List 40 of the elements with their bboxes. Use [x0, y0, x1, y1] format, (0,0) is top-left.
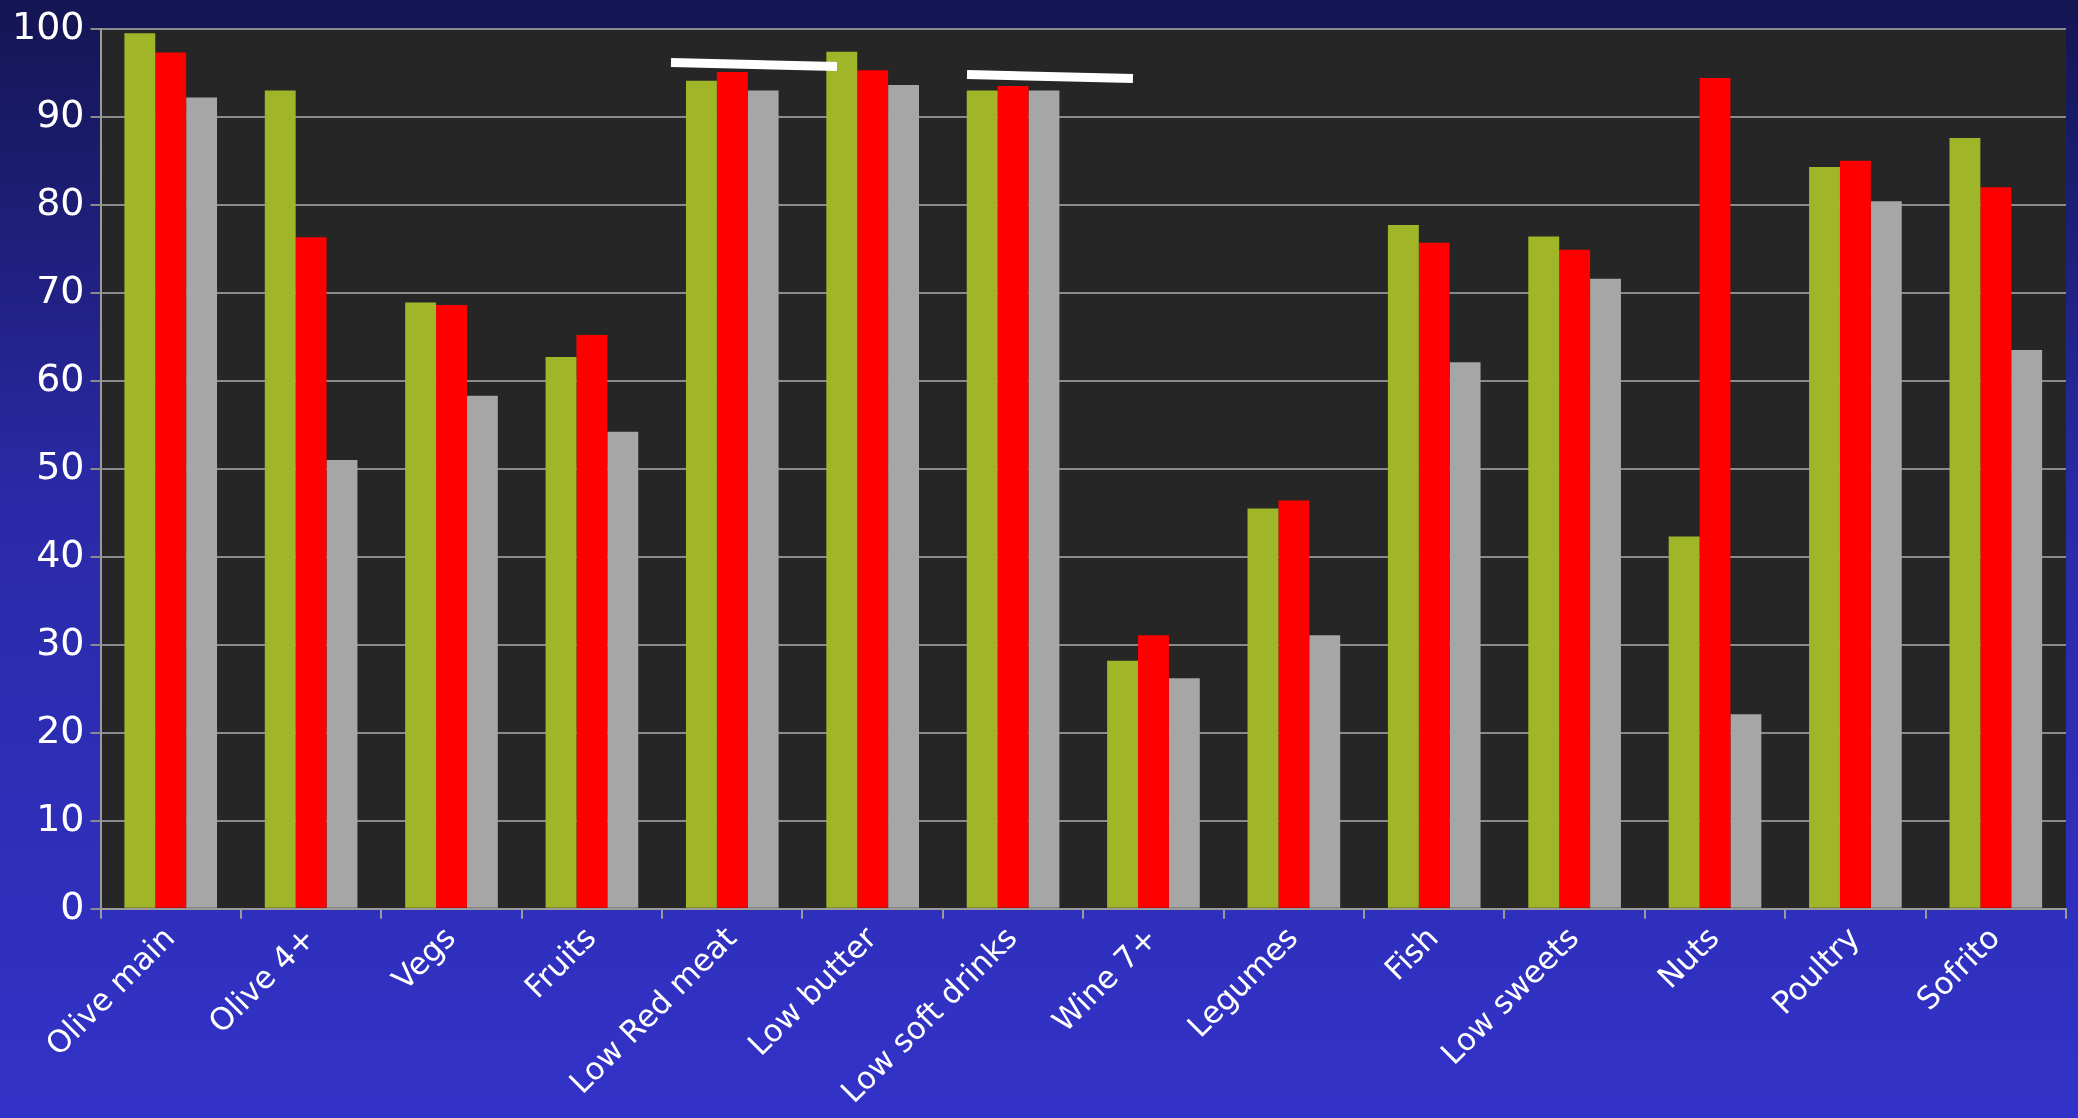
bar	[545, 357, 577, 908]
y-tick-label: 60	[36, 355, 85, 400]
bar	[1247, 508, 1279, 908]
bar	[1809, 166, 1840, 908]
bar	[966, 90, 998, 908]
y-tick-label: 40	[36, 531, 85, 576]
bar	[1418, 242, 1450, 908]
y-tick-label: 10	[36, 795, 85, 840]
bar	[295, 237, 327, 908]
bar	[1559, 249, 1591, 908]
bar	[997, 86, 1029, 908]
bar	[1839, 160, 1871, 908]
bar	[1138, 635, 1169, 908]
bar	[405, 302, 437, 908]
y-tick-label: 100	[12, 3, 85, 48]
bar	[1949, 137, 1981, 908]
y-tick-label: 30	[36, 619, 85, 664]
bar	[1528, 236, 1560, 908]
bar	[1107, 660, 1139, 908]
y-tick-label: 90	[36, 91, 85, 136]
bar	[436, 305, 467, 908]
y-tick-label: 80	[36, 179, 85, 224]
bar	[826, 51, 858, 908]
bar	[155, 52, 187, 908]
bar	[576, 335, 608, 908]
bar	[685, 80, 717, 908]
bar	[264, 90, 296, 908]
x-tick-label: Fish	[1377, 919, 1445, 988]
y-tick-label: 20	[36, 707, 85, 752]
bar	[1668, 536, 1700, 908]
y-tick-label: 50	[36, 443, 85, 488]
bar	[124, 33, 156, 908]
bar	[857, 70, 889, 908]
bar	[716, 71, 748, 908]
bar	[1980, 187, 2012, 908]
y-tick-label: 0	[60, 883, 85, 928]
bar	[1278, 500, 1310, 908]
bar	[1387, 225, 1419, 908]
bar	[1699, 78, 1731, 908]
y-tick-label: 70	[36, 267, 85, 312]
